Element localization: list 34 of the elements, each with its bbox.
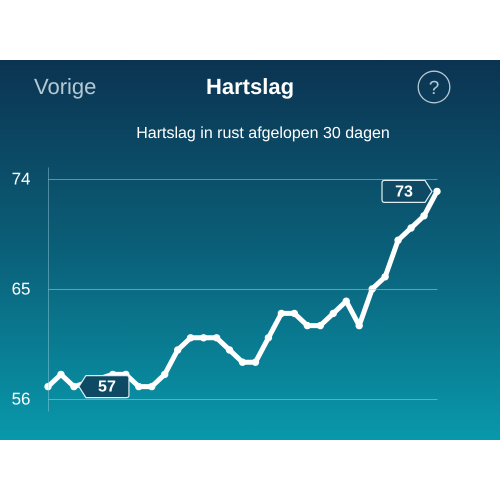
chart-subtitle: Hartslag in rust afgelopen 30 dagen: [136, 125, 390, 142]
point: [368, 285, 376, 293]
point: [148, 382, 156, 390]
data-label: 57: [98, 378, 116, 396]
point: [44, 382, 52, 390]
point: [420, 212, 428, 220]
point: [394, 236, 402, 244]
point: [238, 358, 246, 366]
point: [381, 273, 389, 280]
point: [226, 346, 234, 354]
point: [160, 370, 168, 378]
point: [278, 310, 286, 318]
y-tick-label: 74: [12, 170, 30, 189]
point: [433, 188, 441, 196]
text: Vorige: [34, 74, 96, 99]
point: [70, 382, 78, 390]
point: [174, 346, 182, 354]
data-label: 73: [395, 183, 413, 200]
point: [57, 370, 65, 378]
chart-title: Hartslag: [206, 74, 294, 99]
point: [200, 334, 208, 342]
point: [316, 322, 324, 330]
point: [330, 310, 337, 318]
point: [212, 334, 220, 342]
y-tick-label: 65: [12, 280, 30, 298]
point: [407, 224, 415, 232]
y-tick-label: 56: [12, 389, 30, 408]
point: [186, 334, 194, 342]
point: [264, 334, 272, 342]
point: [304, 322, 312, 330]
point: [290, 310, 298, 318]
point: [135, 382, 142, 390]
text: ?: [428, 78, 440, 99]
point: [252, 358, 260, 366]
